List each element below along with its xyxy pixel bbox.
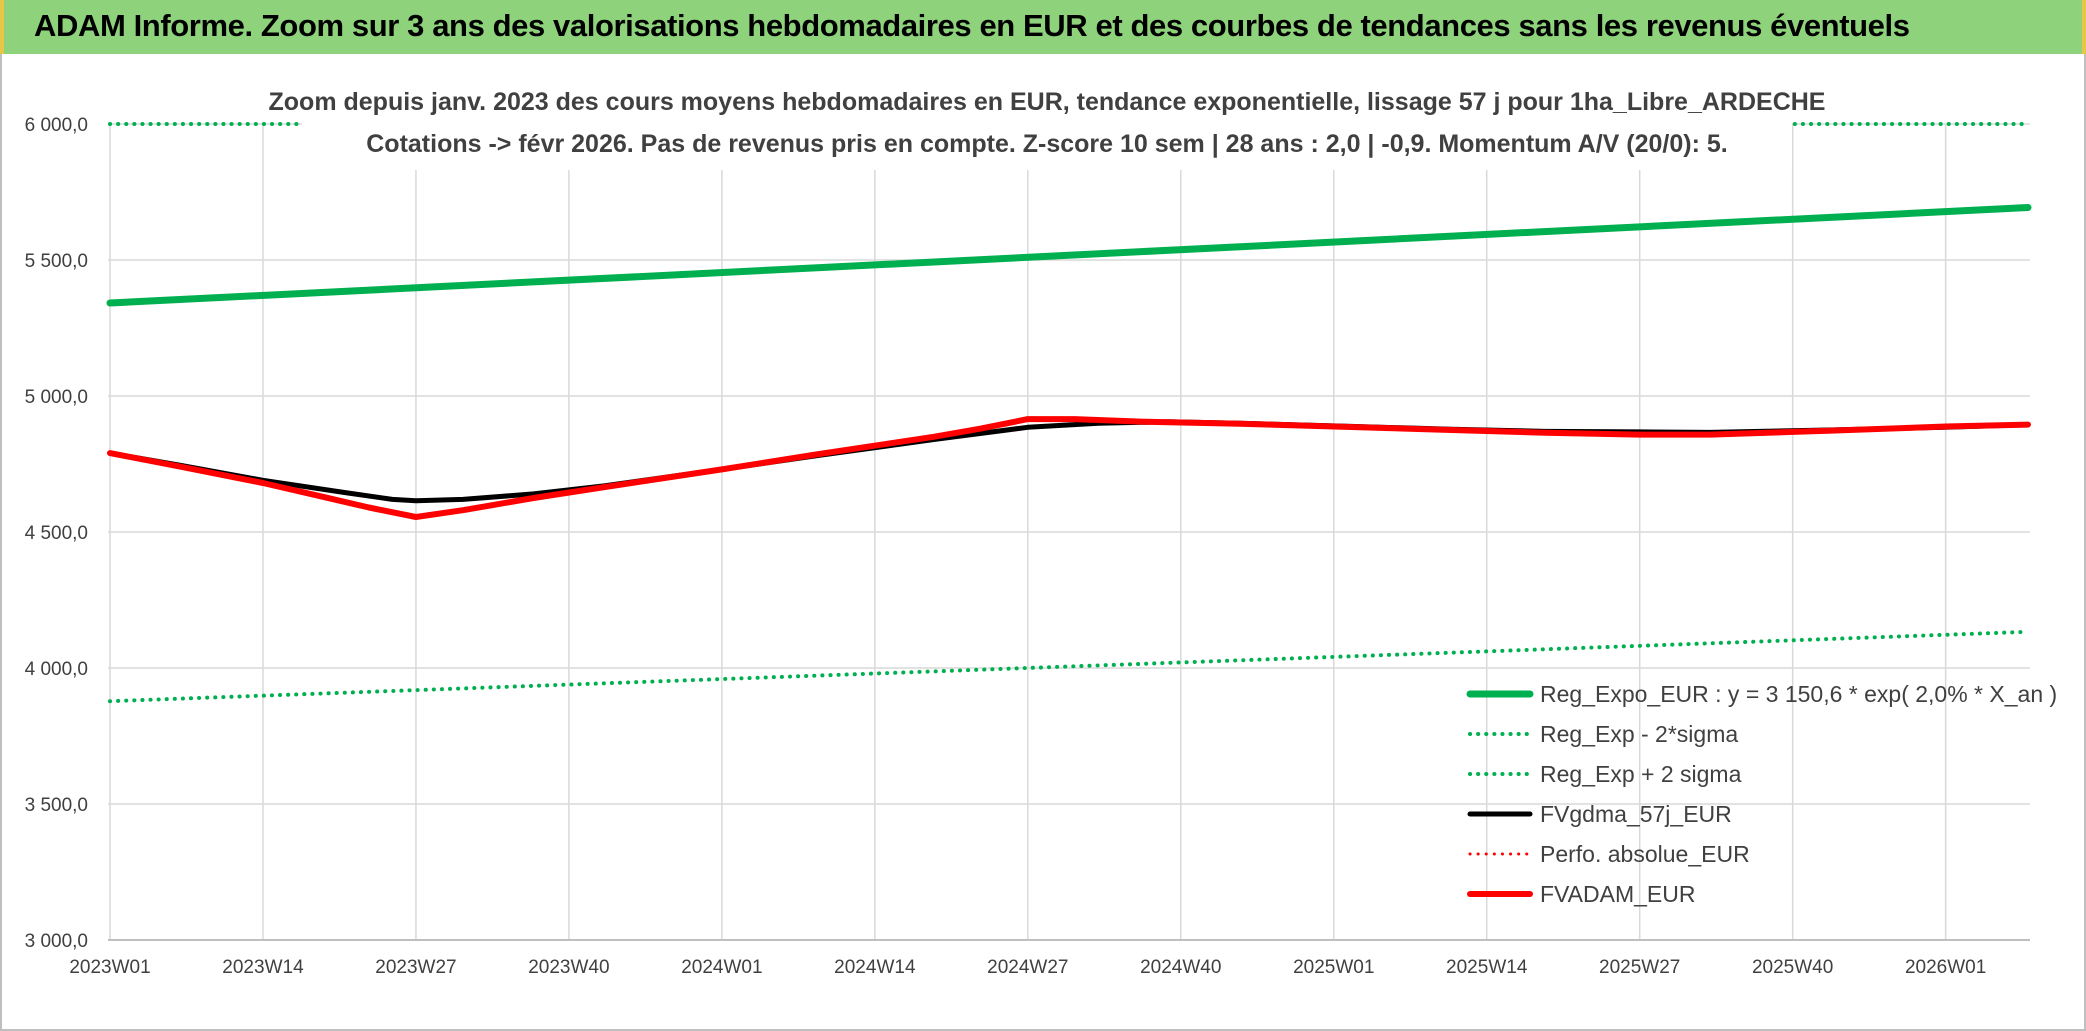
legend-label: Reg_Exp + 2 sigma — [1540, 761, 1742, 787]
series-layer — [106, 122, 2032, 704]
y-tick-label: 3 500,0 — [25, 795, 88, 816]
x-axis: 2023W01 2023W14 2023W27 2023W40 2024W01 2024W… — [69, 957, 1986, 978]
y-tick-label: 5 000,0 — [25, 387, 88, 408]
x-tick-label: 2023W01 — [69, 957, 150, 978]
grid — [108, 123, 2030, 941]
legend-label: Perfo. absolue_EUR — [1540, 841, 1750, 867]
chart-title-line2: Cotations -> févr 2026. Pas de revenus p… — [366, 130, 1727, 158]
chart-title-line1: Zoom depuis janv. 2023 des cours moyens … — [269, 88, 1826, 116]
x-tick-label: 2023W14 — [222, 957, 304, 978]
x-tick-label: 2024W01 — [681, 957, 762, 978]
x-tick-label: 2026W01 — [1905, 957, 1986, 978]
legend-label: FVADAM_EUR — [1540, 881, 1696, 907]
chart-frame — [0, 54, 2086, 1031]
legend: Reg_Expo_EUR : y = 3 150,6 * exp( 2,0% *… — [1466, 681, 2057, 907]
legend-label: FVgdma_57j_EUR — [1540, 801, 1732, 827]
x-tick-label: 2024W14 — [834, 957, 916, 978]
y-tick-label: 3 000,0 — [25, 931, 88, 952]
x-tick-label: 2023W27 — [375, 957, 456, 978]
legend-label: Reg_Exp - 2*sigma — [1540, 721, 1738, 747]
y-tick-label: 4 000,0 — [25, 659, 88, 680]
legend-label: Reg_Expo_EUR : y = 3 150,6 * exp( 2,0% *… — [1540, 681, 2057, 707]
x-tick-label: 2024W27 — [987, 957, 1068, 978]
series-line-5 — [107, 416, 2031, 520]
y-axis: 3 000,0 3 500,0 4 000,0 4 500,0 5 000,0 5 500… — [25, 115, 88, 952]
x-tick-label: 2024W40 — [1140, 957, 1221, 978]
y-tick-label: 6 000,0 — [25, 115, 88, 136]
x-tick-label: 2025W01 — [1293, 957, 1374, 978]
series-line-0 — [106, 204, 2032, 307]
report-title: ADAM Informe. Zoom sur 3 ans des valoris… — [34, 8, 1910, 43]
x-tick-label: 2025W27 — [1599, 957, 1680, 978]
title-background — [302, 78, 1792, 170]
x-tick-label: 2025W14 — [1446, 957, 1528, 978]
y-tick-label: 4 500,0 — [25, 523, 88, 544]
report-banner: ADAM Informe. Zoom sur 3 ans des valoris… — [0, 0, 2086, 54]
x-tick-label: 2025W40 — [1752, 957, 1833, 978]
y-tick-label: 5 500,0 — [25, 251, 88, 272]
x-tick-label: 2023W40 — [528, 957, 609, 978]
